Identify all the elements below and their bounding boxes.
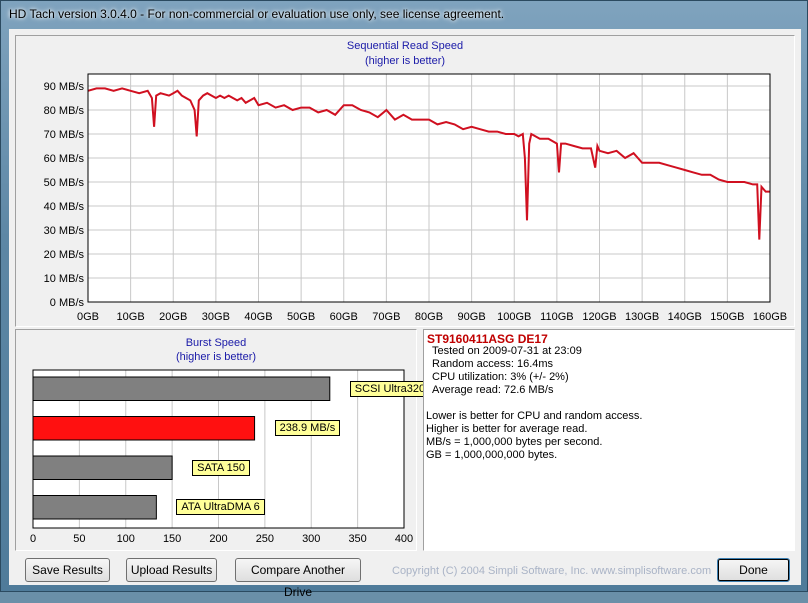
- done-button[interactable]: Done: [717, 558, 790, 582]
- x-tick-label: 40GB: [244, 311, 272, 323]
- burst-x-tick-label: 50: [73, 533, 85, 545]
- burst-x-tick-label: 200: [209, 533, 227, 545]
- x-tick-label: 120GB: [582, 311, 616, 323]
- read-speed-line: [87, 87, 770, 240]
- burst-plot-border: [32, 369, 405, 529]
- note-gb: GB = 1,000,000,000 bytes.: [426, 449, 558, 461]
- burst-x-tick-label: 350: [348, 533, 366, 545]
- window-title: HD Tach version 3.0.4.0 - For non-commer…: [9, 7, 505, 21]
- burst-x-tick-label: 300: [302, 533, 320, 545]
- x-tick-label: 150GB: [710, 311, 744, 323]
- burst-x-tick-label: 0: [30, 533, 36, 545]
- drive-info-panel: ST9160411ASG DE17 Tested on 2009-07-31 a…: [423, 329, 795, 551]
- y-tick-label: 30 MB/s: [44, 225, 85, 237]
- drive-name: ST9160411ASG DE17: [427, 332, 548, 346]
- done-label: Done: [739, 563, 768, 577]
- plot-border: [87, 73, 771, 303]
- upload-results-label: Upload Results: [130, 563, 213, 577]
- random-access: Random access: 16.4ms: [432, 358, 554, 370]
- burst-bar-label: ATA UltraDMA 6: [176, 499, 265, 516]
- copyright-text: Copyright (C) 2004 Simpli Software, Inc.…: [392, 565, 712, 577]
- burst-bar: [32, 416, 256, 441]
- x-tick-label: 160GB: [753, 311, 787, 323]
- burst-x-tick-label: 400: [395, 533, 413, 545]
- y-tick-label: 90 MB/s: [44, 81, 85, 93]
- x-tick-label: 110GB: [540, 311, 573, 323]
- compare-another-drive-button[interactable]: Compare Another Drive: [235, 558, 361, 599]
- burst-bar: [32, 495, 157, 520]
- x-tick-label: 80GB: [415, 311, 443, 323]
- x-tick-label: 130GB: [625, 311, 659, 323]
- sequential-chart-title: Sequential Read Speed: [346, 40, 464, 52]
- average-read: Average read: 72.6 MB/s: [432, 384, 554, 396]
- burst-chart-subtitle: (higher is better): [175, 351, 257, 363]
- y-tick-label: 60 MB/s: [44, 153, 85, 165]
- x-tick-label: 140GB: [668, 311, 702, 323]
- sequential-read-panel: Sequential Read Speed (higher is better)…: [15, 35, 795, 327]
- burst-bar-label: SATA 150: [192, 459, 251, 476]
- save-results-label: Save Results: [32, 563, 103, 577]
- note-average-read: Higher is better for average read.: [426, 423, 588, 435]
- x-tick-label: 0GB: [77, 311, 99, 323]
- y-tick-label: 0 MB/s: [50, 297, 85, 309]
- burst-bar-label: SCSI Ultra320: [349, 380, 431, 397]
- sequential-read-chart: 0GB 10GB 20GB 30GB 40GB 50GB 60GB 70GB 80GB 90GB 1…: [44, 73, 787, 323]
- burst-bar-label: 238.9 MB/s: [274, 420, 341, 437]
- burst-bar: [32, 455, 173, 480]
- save-results-button[interactable]: Save Results: [25, 558, 110, 582]
- burst-x-tick-label: 100: [117, 533, 135, 545]
- y-tick-label: 20 MB/s: [44, 249, 85, 261]
- tested-on: Tested on 2009-07-31 at 23:09: [432, 345, 582, 357]
- x-tick-label: 60GB: [330, 311, 358, 323]
- y-tick-label: 10 MB/s: [44, 273, 85, 285]
- burst-speed-panel: Burst Speed (higher is better) 0 50 100 150…: [15, 329, 431, 551]
- x-tick-label: 10GB: [117, 311, 145, 323]
- y-tick-label: 80 MB/s: [44, 105, 85, 117]
- compare-another-drive-label: Compare Another Drive: [250, 563, 346, 599]
- y-tick-label: 70 MB/s: [44, 129, 85, 141]
- cpu-utilization: CPU utilization: 3% (+/- 2%): [432, 371, 569, 383]
- client-area: Sequential Read Speed (higher is better)…: [9, 29, 801, 599]
- upload-results-button[interactable]: Upload Results: [126, 558, 217, 582]
- burst-x-tick-label: 150: [163, 533, 181, 545]
- burst-chart-title: Burst Speed: [185, 337, 247, 349]
- y-tick-label: 40 MB/s: [44, 201, 85, 213]
- x-tick-label: 70GB: [372, 311, 400, 323]
- burst-bar: [32, 376, 331, 401]
- note-cpu-random: Lower is better for CPU and random acces…: [426, 410, 643, 422]
- x-tick-label: 30GB: [202, 311, 230, 323]
- x-tick-label: 20GB: [159, 311, 187, 323]
- note-mbps: MB/s = 1,000,000 bytes per second.: [426, 436, 603, 448]
- sequential-chart-subtitle: (higher is better): [364, 55, 446, 67]
- burst-x-tick-label: 250: [256, 533, 274, 545]
- x-tick-label: 50GB: [287, 311, 315, 323]
- title-bar[interactable]: HD Tach version 3.0.4.0 - For non-commer…: [1, 1, 807, 29]
- y-tick-label: 50 MB/s: [44, 177, 85, 189]
- burst-speed-chart: 0 50 100 150 200 250 300 350 400: [30, 369, 413, 545]
- x-tick-label: 90GB: [458, 311, 486, 323]
- x-tick-label: 100GB: [497, 311, 531, 323]
